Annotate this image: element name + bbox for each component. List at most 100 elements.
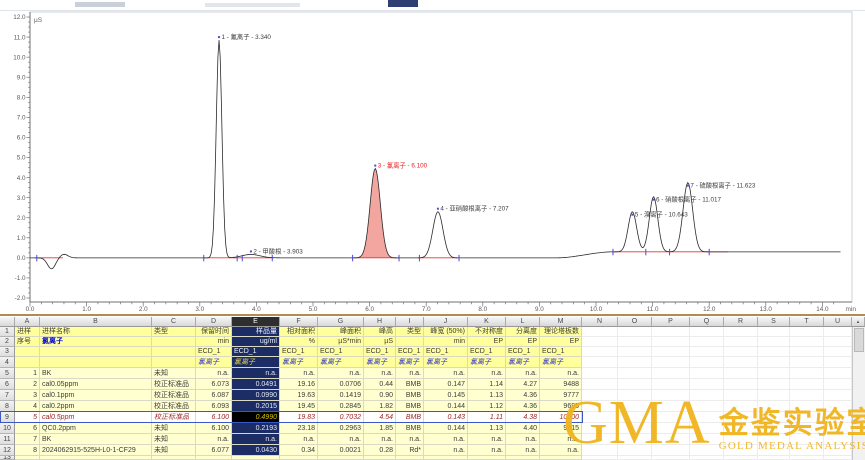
cell-P8[interactable] — [652, 401, 690, 412]
column-header-Q[interactable]: Q — [690, 317, 724, 327]
cell-U13[interactable] — [824, 456, 852, 460]
cell-O3[interactable] — [618, 347, 652, 357]
cell-S7[interactable] — [758, 390, 790, 401]
column-header-K[interactable]: K — [468, 317, 506, 327]
column-header-B[interactable]: B — [40, 317, 152, 327]
cell-H12[interactable]: 0.28 — [364, 445, 396, 456]
cell-O10[interactable] — [618, 423, 652, 434]
vertical-scrollbar[interactable] — [852, 327, 865, 460]
cell-P10[interactable] — [652, 423, 690, 434]
cell-P12[interactable] — [652, 445, 690, 456]
cell-A6[interactable]: 2 — [15, 379, 40, 390]
cell-B5[interactable]: BK — [40, 368, 152, 379]
cell-J5[interactable]: n.a. — [424, 368, 468, 379]
cell-A8[interactable]: 4 — [15, 401, 40, 412]
cell-M11[interactable]: n.a. — [540, 434, 582, 445]
cell-O7[interactable] — [618, 390, 652, 401]
cell-R13[interactable] — [724, 456, 758, 460]
cell-H7[interactable]: 0.90 — [364, 390, 396, 401]
header-H1[interactable]: 峰高 — [364, 327, 396, 337]
cell-N13[interactable] — [582, 456, 618, 460]
cell-T3[interactable] — [790, 347, 824, 357]
cell-N10[interactable] — [582, 423, 618, 434]
cell-H8[interactable]: 1.82 — [364, 401, 396, 412]
cell-N4[interactable] — [582, 357, 618, 368]
cell-M12[interactable]: n.a. — [540, 445, 582, 456]
row-header-10[interactable]: 10 — [0, 423, 15, 434]
cell-T8[interactable] — [790, 401, 824, 412]
cell-L11[interactable]: n.a. — [506, 434, 540, 445]
column-header-I[interactable]: I — [396, 317, 424, 327]
header-G2[interactable]: µS*min — [318, 337, 364, 347]
cell-O9[interactable] — [618, 412, 652, 423]
column-header-O[interactable]: O — [618, 317, 652, 327]
column-header-C[interactable]: C — [152, 317, 196, 327]
cell-S10[interactable] — [758, 423, 790, 434]
cell-R5[interactable] — [724, 368, 758, 379]
header-I1[interactable]: 类型 — [396, 327, 424, 337]
cell-S3[interactable] — [758, 347, 790, 357]
header-I4[interactable]: 氯离子 — [396, 357, 424, 368]
row-header-6[interactable]: 6 — [0, 379, 15, 390]
cell-P5[interactable] — [652, 368, 690, 379]
header-F4[interactable]: 氯离子 — [280, 357, 318, 368]
cell-S5[interactable] — [758, 368, 790, 379]
cell-D13[interactable] — [196, 456, 232, 460]
cell-P2[interactable] — [652, 337, 690, 347]
cell-D7[interactable]: 6.087 — [196, 390, 232, 401]
cell-N1[interactable] — [582, 327, 618, 337]
header-G1[interactable]: 峰面积 — [318, 327, 364, 337]
row-header-13[interactable]: 13 — [0, 456, 15, 460]
cell-Q5[interactable] — [690, 368, 724, 379]
cell-U6[interactable] — [824, 379, 852, 390]
header-B3[interactable] — [40, 347, 152, 357]
cell-E10[interactable]: 0.2193 — [232, 423, 280, 434]
cell-M9[interactable]: 10000 — [540, 412, 582, 423]
cell-N5[interactable] — [582, 368, 618, 379]
cell-H6[interactable]: 0.44 — [364, 379, 396, 390]
header-C2[interactable] — [152, 337, 196, 347]
row-header-3[interactable]: 3 — [0, 347, 15, 357]
cell-N8[interactable] — [582, 401, 618, 412]
cell-T12[interactable] — [790, 445, 824, 456]
header-K2[interactable]: EP — [468, 337, 506, 347]
cell-P9[interactable] — [652, 412, 690, 423]
cell-C11[interactable]: 未知 — [152, 434, 196, 445]
cell-I5[interactable]: n.a. — [396, 368, 424, 379]
column-header-M[interactable]: M — [540, 317, 582, 327]
cell-P13[interactable] — [652, 456, 690, 460]
cell-A11[interactable]: 7 — [15, 434, 40, 445]
cell-Q7[interactable] — [690, 390, 724, 401]
header-E1[interactable]: 样品量 — [232, 327, 280, 337]
cell-D12[interactable]: 6.077 — [196, 445, 232, 456]
cell-L9[interactable]: 4.38 — [506, 412, 540, 423]
cell-S6[interactable] — [758, 379, 790, 390]
header-A3[interactable] — [15, 347, 40, 357]
cell-F11[interactable]: n.a. — [280, 434, 318, 445]
cell-C9[interactable]: 校正标准品 — [152, 412, 196, 423]
column-header-L[interactable]: L — [506, 317, 540, 327]
cell-M10[interactable]: 9915 — [540, 423, 582, 434]
cell-I7[interactable]: BMB — [396, 390, 424, 401]
cell-I8[interactable]: BMB — [396, 401, 424, 412]
cell-G10[interactable]: 0.2963 — [318, 423, 364, 434]
cell-N12[interactable] — [582, 445, 618, 456]
header-H4[interactable]: 氯离子 — [364, 357, 396, 368]
cell-T13[interactable] — [790, 456, 824, 460]
cell-H5[interactable]: n.a. — [364, 368, 396, 379]
cell-E12[interactable]: 0.0430 — [232, 445, 280, 456]
header-L2[interactable]: EP — [506, 337, 540, 347]
cell-I6[interactable]: BMB — [396, 379, 424, 390]
cell-J12[interactable]: n.a. — [424, 445, 468, 456]
cell-C12[interactable]: 未知 — [152, 445, 196, 456]
cell-Q6[interactable] — [690, 379, 724, 390]
header-M2[interactable]: EP — [540, 337, 582, 347]
header-K4[interactable]: 氯离子 — [468, 357, 506, 368]
scroll-up-icon[interactable]: ▴ — [852, 317, 865, 327]
header-M4[interactable]: 氯离子 — [540, 357, 582, 368]
cell-I9[interactable]: BMB — [396, 412, 424, 423]
cell-T10[interactable] — [790, 423, 824, 434]
cell-E5[interactable]: n.a. — [232, 368, 280, 379]
cell-M13[interactable] — [540, 456, 582, 460]
cell-A5[interactable]: 1 — [15, 368, 40, 379]
